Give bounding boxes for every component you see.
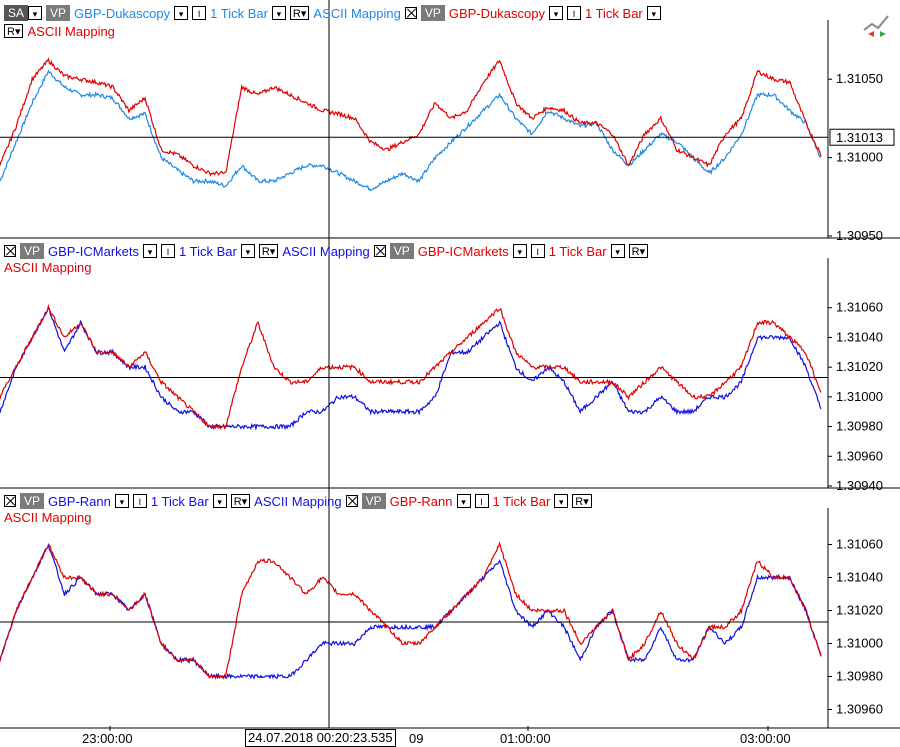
vp-tag[interactable]: VP: [46, 5, 71, 21]
series2-name: GBP-ICMarkets: [417, 243, 509, 259]
series2-bar-dropdown-button[interactable]: ▾: [554, 494, 569, 508]
series1-bar-dropdown-button[interactable]: ▾: [240, 244, 255, 258]
series1-bar-type: 1 Tick Bar: [210, 5, 268, 21]
series2-bar-type: 1 Tick Bar: [492, 493, 551, 509]
sa-tag[interactable]: SA: [4, 5, 29, 21]
series1-r-button[interactable]: R▾: [289, 6, 310, 20]
price-tick-label: 1.30960: [836, 448, 883, 463]
price-tick-label: 1.31060: [836, 537, 883, 552]
series2-i-button[interactable]: I: [474, 494, 489, 508]
price-tick-label: 1.31050: [836, 71, 883, 86]
series2-r-button[interactable]: R▾: [628, 244, 649, 258]
series1-name: GBP-Rann: [48, 493, 111, 509]
top-panel-header: SA ▾ VP GBP-Dukascopy ▾ I 1 Tick Bar ▾ R…: [4, 4, 665, 22]
series-line-1: [0, 542, 822, 680]
price-tick-label: 1.31020: [836, 603, 883, 618]
price-tick-label: 1.31000: [836, 636, 883, 651]
series2-mapping: ASCII Mapping: [27, 23, 115, 39]
current-price-box: [829, 128, 895, 146]
series1-i-button[interactable]: I: [192, 6, 207, 20]
series1-bar-dropdown-button[interactable]: ▾: [271, 6, 286, 20]
price-tick-label: 1.30940: [836, 478, 883, 493]
series1-dropdown-button[interactable]: ▾: [174, 6, 189, 20]
series1-name: GBP-Dukascopy: [74, 5, 171, 21]
series1-r-button[interactable]: R▾: [230, 494, 251, 508]
price-tick-label: 1.31060: [836, 300, 883, 315]
time-tick-label: 23:00:00: [82, 731, 133, 746]
bottom-panel-header: VP GBP-Rann ▾ I 1 Tick Bar ▾ R▾ ASCII Ma…: [4, 492, 596, 510]
series2-mapping: ASCII Mapping: [4, 510, 92, 525]
close-icon[interactable]: [345, 495, 358, 507]
series1-bar-type: 1 Tick Bar: [150, 493, 209, 509]
series2-bar-dropdown-button[interactable]: ▾: [646, 6, 661, 20]
series1-dropdown-button[interactable]: ▾: [143, 244, 158, 258]
current-price-label: 1.31013: [836, 130, 883, 145]
middle-panel-header: VP GBP-ICMarkets ▾ I 1 Tick Bar ▾ R▾ ASC…: [4, 242, 652, 260]
series2-i-button[interactable]: I: [530, 244, 545, 258]
close-icon[interactable]: [373, 245, 386, 257]
series2-bar-type: 1 Tick Bar: [584, 5, 643, 21]
price-tick-label: 1.31000: [836, 389, 883, 404]
series2-r-button[interactable]: R▾: [572, 494, 592, 508]
series1-mapping: ASCII Mapping: [313, 5, 401, 21]
series2-bar-dropdown-button[interactable]: ▾: [610, 244, 625, 258]
series-line-2: [0, 303, 822, 430]
price-tick-label: 1.30980: [836, 419, 883, 434]
series-line-1: [0, 69, 821, 192]
close-icon[interactable]: [404, 7, 417, 19]
series1-i-button[interactable]: I: [132, 494, 147, 508]
series2-bar-type: 1 Tick Bar: [548, 243, 607, 259]
sa-dropdown-button[interactable]: ▾: [28, 6, 43, 20]
price-tick-label: 1.30950: [836, 228, 883, 243]
series2-dropdown-button[interactable]: ▾: [456, 494, 471, 508]
price-tick-label: 1.31020: [836, 359, 883, 374]
price-tick-label: 1.31040: [836, 329, 883, 344]
series1-mapping: ASCII Mapping: [254, 493, 342, 509]
series1-i-button[interactable]: I: [161, 244, 176, 258]
price-tick-label: 1.31000: [836, 150, 883, 165]
series-line-2: [0, 540, 822, 680]
series2-name: GBP-Dukascopy: [448, 5, 545, 21]
vp-tag-2[interactable]: VP: [420, 5, 445, 21]
vp-tag[interactable]: VP: [20, 493, 45, 509]
time-tick-label-fragment: 09: [409, 731, 423, 746]
close-icon[interactable]: [4, 495, 16, 507]
top-panel-header-line2: R▾ ASCII Mapping: [4, 22, 119, 40]
series1-r-button[interactable]: R▾: [258, 244, 279, 258]
close-icon[interactable]: [4, 245, 16, 257]
vp-tag-2[interactable]: VP: [389, 243, 414, 259]
time-tick-label: 03:00:00: [740, 731, 791, 746]
price-tick-label: 1.30980: [836, 669, 883, 684]
series-line-1: [0, 306, 822, 431]
crosshair-time-label: 24.07.2018 00:20:23.535: [245, 729, 396, 747]
series1-bar-dropdown-button[interactable]: ▾: [212, 494, 227, 508]
series-line-2: [0, 57, 822, 177]
chart-trend-icon[interactable]: [862, 12, 890, 45]
series1-name: GBP-ICMarkets: [48, 243, 140, 259]
price-tick-label: 1.31040: [836, 570, 883, 585]
series1-mapping: ASCII Mapping: [282, 243, 370, 259]
series1-dropdown-button[interactable]: ▾: [114, 494, 129, 508]
series2-i-button[interactable]: I: [566, 6, 581, 20]
price-tick-label: 1.30960: [836, 702, 883, 717]
vp-tag-2[interactable]: VP: [361, 493, 386, 509]
series2-name: GBP-Rann: [389, 493, 453, 509]
time-tick-label: 01:00:00: [500, 731, 551, 746]
series2-dropdown-button[interactable]: ▾: [548, 6, 563, 20]
series2-r-button[interactable]: R▾: [4, 24, 24, 38]
series2-mapping: ASCII Mapping: [4, 260, 92, 275]
vp-tag[interactable]: VP: [20, 243, 45, 259]
series1-bar-type: 1 Tick Bar: [179, 243, 237, 259]
series2-dropdown-button[interactable]: ▾: [512, 244, 527, 258]
